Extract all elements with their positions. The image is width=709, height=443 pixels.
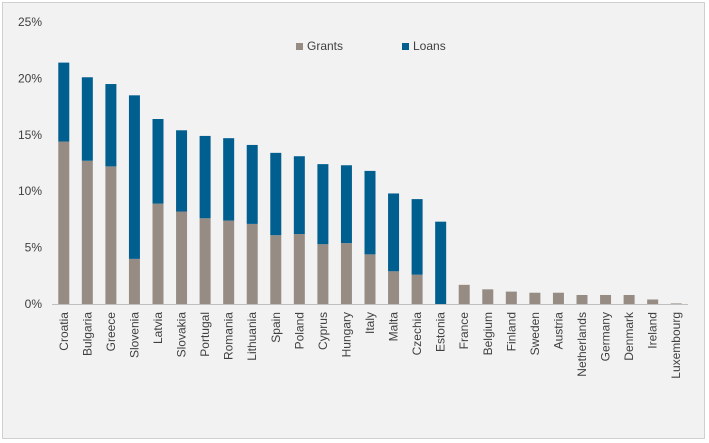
- y-tick-label: 0%: [25, 297, 43, 311]
- bar-grants-cyprus: [317, 244, 329, 304]
- y-tick-label: 5%: [25, 241, 43, 255]
- x-tick-label: Austria: [551, 312, 565, 350]
- x-tick-label: Czechia: [410, 312, 424, 356]
- legend-swatch-loans: [402, 43, 409, 50]
- x-tick-label: Ireland: [646, 312, 660, 349]
- bar-grants-malta: [388, 271, 400, 304]
- bar-loans-spain: [270, 152, 282, 236]
- bar-loans-italy: [364, 170, 376, 255]
- bar-loans-greece: [105, 84, 117, 167]
- bar-loans-slovenia: [128, 95, 140, 259]
- bar-loans-hungary: [340, 165, 352, 244]
- x-tick-label: Germany: [599, 312, 613, 361]
- bar-loans-estonia: [435, 221, 447, 304]
- bar-grants-germany: [600, 294, 612, 304]
- bar-grants-sweden: [529, 292, 541, 304]
- bar-loans-croatia: [58, 62, 70, 142]
- bar-loans-cyprus: [317, 164, 329, 245]
- y-tick-label: 10%: [18, 184, 42, 198]
- bar-grants-ireland: [647, 299, 659, 304]
- bar-grants-austria: [552, 292, 564, 304]
- bar-grants-lithuania: [246, 223, 258, 304]
- x-tick-label: Luxembourg: [669, 312, 683, 379]
- bar-loans-romania: [223, 138, 235, 221]
- x-tick-label: Slovakia: [175, 312, 189, 358]
- x-tick-label: Bulgaria: [80, 312, 94, 356]
- bar-grants-slovenia: [128, 258, 140, 304]
- bar-grants-luxembourg: [670, 303, 682, 304]
- bar-loans-bulgaria: [81, 77, 93, 161]
- x-axis: Croatia Bulgaria Greece Slovenia Latvia Slova…: [57, 311, 683, 379]
- x-tick-label: Belgium: [481, 312, 495, 355]
- bar-grants-croatia: [58, 141, 70, 304]
- x-tick-label: Portugal: [198, 312, 212, 357]
- x-tick-label: Spain: [269, 312, 283, 343]
- bar-grants-france: [458, 284, 470, 304]
- bar-grants-portugal: [199, 218, 211, 304]
- bar-grants-italy: [364, 254, 376, 304]
- bar-loans-slovakia: [176, 130, 188, 212]
- bar-grants-romania: [223, 220, 235, 304]
- bar-grants-belgium: [482, 289, 494, 304]
- bar-loans-czechia: [411, 199, 423, 275]
- bar-grants-poland: [293, 234, 305, 304]
- x-tick-label: Denmark: [622, 311, 636, 361]
- x-tick-label: Malta: [387, 312, 401, 342]
- y-tick-label: 15%: [18, 128, 42, 142]
- bar-grants-finland: [505, 291, 517, 304]
- x-tick-label: Sweden: [528, 312, 542, 355]
- x-tick-label: Estonia: [434, 312, 448, 352]
- bar-loans-portugal: [199, 135, 211, 219]
- bar-loans-latvia: [152, 119, 164, 204]
- bar-grants-denmark: [623, 294, 635, 304]
- legend-label-grants: Grants: [307, 39, 343, 53]
- legend-label-loans: Loans: [413, 39, 446, 53]
- y-axis: 0% 5% 10% 15% 20% 25%: [18, 15, 42, 311]
- bar-grants-slovakia: [176, 211, 188, 304]
- x-tick-label: Italy: [363, 312, 377, 334]
- bar-grants-latvia: [152, 203, 164, 304]
- x-tick-label: Poland: [292, 312, 306, 349]
- x-tick-label: Romania: [222, 312, 236, 360]
- y-tick-label: 20%: [18, 71, 42, 85]
- bar-loans-lithuania: [246, 144, 258, 224]
- x-tick-label: Croatia: [57, 312, 71, 351]
- legend: Grants Loans: [296, 39, 446, 53]
- bar-loans-poland: [293, 156, 305, 235]
- x-tick-label: Greece: [104, 312, 118, 352]
- x-tick-label: Cyprus: [316, 312, 330, 350]
- x-tick-label: Slovenia: [127, 312, 141, 358]
- bar-grants-greece: [105, 166, 117, 304]
- x-tick-label: France: [457, 312, 471, 350]
- x-tick-label: Finland: [504, 312, 518, 351]
- bar-grants-bulgaria: [81, 160, 93, 304]
- legend-swatch-grants: [296, 43, 303, 50]
- x-tick-label: Lithuania: [245, 312, 259, 361]
- bar-grants-hungary: [340, 243, 352, 304]
- bar-loans-malta: [388, 193, 400, 272]
- bar-grants-netherlands: [576, 294, 588, 304]
- x-tick-label: Latvia: [151, 312, 165, 344]
- x-tick-label: Netherlands: [575, 312, 589, 377]
- bars: [58, 62, 682, 304]
- x-tick-label: Hungary: [339, 312, 353, 357]
- bar-grants-spain: [270, 235, 282, 304]
- chart-frame: [2, 2, 705, 439]
- bar-grants-czechia: [411, 274, 423, 304]
- y-tick-label: 25%: [18, 15, 42, 29]
